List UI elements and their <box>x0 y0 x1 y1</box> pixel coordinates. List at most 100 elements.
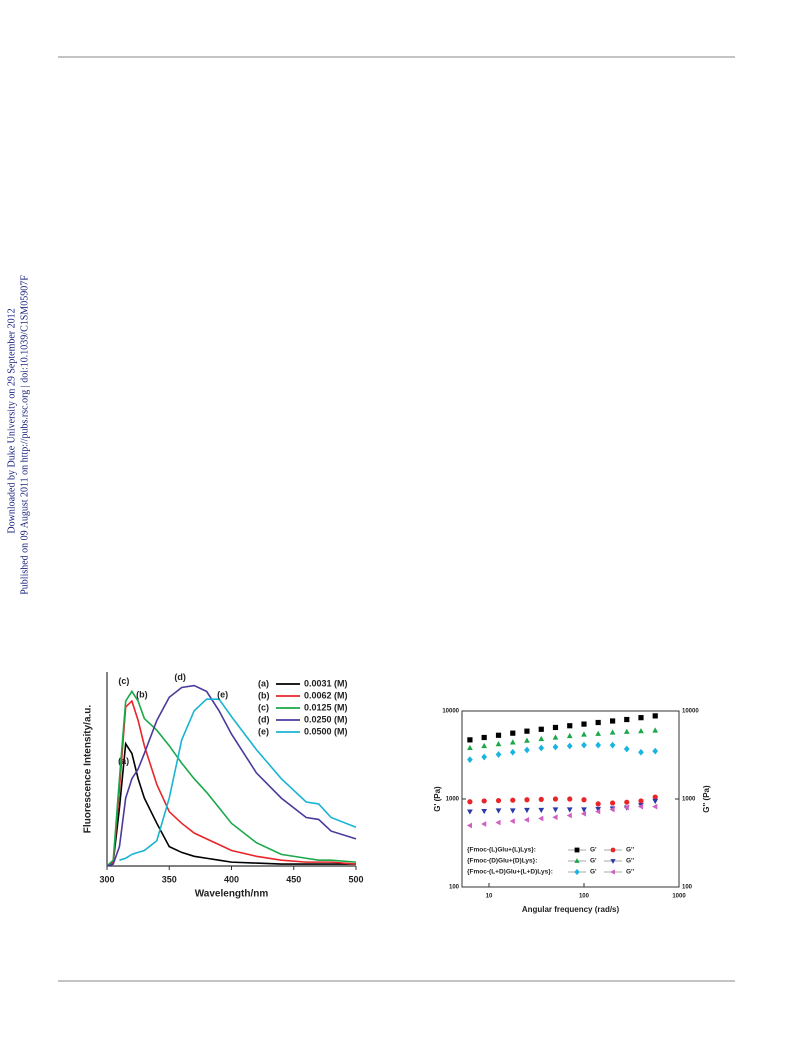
marker <box>566 742 573 750</box>
marker <box>552 724 559 731</box>
legend-group: {Fmoc-(L+D)Glu+(L+D)Lys}: <box>467 869 553 876</box>
marker <box>624 716 630 723</box>
marker <box>495 741 502 747</box>
y2-tick-label: 100 <box>682 885 693 891</box>
marker <box>510 730 516 736</box>
marker <box>495 797 502 804</box>
marker <box>538 735 545 742</box>
marker <box>524 797 530 803</box>
marker <box>552 734 559 740</box>
marker <box>581 731 587 737</box>
marker <box>581 741 587 749</box>
legend-label: G'' <box>626 869 635 876</box>
marker <box>481 821 487 827</box>
legend-label: 0.0125 (M) <box>304 702 348 712</box>
marker <box>467 737 473 743</box>
curve-label: (b) <box>136 689 148 699</box>
x-tick-label: 100 <box>579 894 590 900</box>
marker <box>624 799 630 805</box>
marker <box>524 737 530 743</box>
marker <box>567 723 573 729</box>
curve-label: (e) <box>217 690 228 700</box>
marker <box>652 727 659 733</box>
watermark: Published on 09 August 2011 on http://pu… <box>19 275 30 595</box>
marker <box>524 728 530 734</box>
y2-axis-label: G'' (Pa) <box>702 785 711 813</box>
x-axis-label: Angular frequency (rad/s) <box>522 905 620 914</box>
marker <box>481 753 488 761</box>
legend-key: (d) <box>258 714 270 724</box>
series-line <box>106 741 356 867</box>
legend-label: G'' <box>626 858 635 865</box>
marker <box>467 744 473 751</box>
marker <box>523 816 530 823</box>
marker <box>467 809 473 815</box>
marker <box>652 794 658 800</box>
x-tick-label: 450 <box>286 874 301 884</box>
marker <box>581 807 587 813</box>
legend-key: (e) <box>258 726 269 736</box>
marker <box>595 806 602 813</box>
marker <box>595 730 602 736</box>
marker <box>610 859 616 864</box>
series-line <box>106 699 357 867</box>
marker <box>481 742 488 749</box>
marker <box>467 756 473 764</box>
marker <box>652 803 658 810</box>
marker <box>538 815 544 822</box>
marker <box>509 818 515 825</box>
y-axis-label: G' (Pa) <box>433 786 442 812</box>
marker <box>637 803 644 810</box>
marker <box>466 822 472 829</box>
marker <box>481 808 488 815</box>
marker <box>595 741 602 749</box>
curve-label: (a) <box>118 756 129 766</box>
marker <box>552 807 559 813</box>
x-tick-label: 400 <box>224 874 239 884</box>
marker <box>581 797 587 803</box>
marker <box>574 847 580 853</box>
marker <box>623 745 630 753</box>
marker <box>580 810 587 817</box>
marker <box>652 798 659 805</box>
legend-key: (b) <box>258 690 270 700</box>
series-line <box>106 689 357 867</box>
legend-label: 0.0031 (M) <box>304 678 348 688</box>
x-axis-label: Wavelength/nm <box>195 889 269 900</box>
marker <box>538 796 544 802</box>
legend-label: G' <box>590 869 597 876</box>
y2-tick-label: 1000 <box>682 797 696 803</box>
y-tick-label: 100 <box>449 885 460 891</box>
marker <box>609 741 616 749</box>
marker <box>467 799 473 805</box>
x-tick-label: 300 <box>99 874 114 884</box>
watermark: Downloaded by Duke University on 29 Sept… <box>6 308 17 533</box>
marker <box>509 808 516 814</box>
y-axis-label: Fluorescence Intensity/a.u. <box>83 705 94 834</box>
marker <box>623 804 629 811</box>
marker <box>652 747 659 755</box>
marker <box>610 869 615 875</box>
curve-label: (d) <box>174 672 186 682</box>
marker <box>509 748 516 756</box>
marker <box>574 868 580 876</box>
marker <box>595 719 601 726</box>
marker <box>595 801 601 807</box>
legend-label: G' <box>590 858 597 865</box>
marker <box>609 729 616 735</box>
marker <box>481 798 487 804</box>
marker <box>538 807 545 814</box>
marker <box>623 728 630 734</box>
marker <box>609 800 616 806</box>
legend-key: (c) <box>258 702 269 712</box>
legend-key: (a) <box>258 678 269 688</box>
legend-group: {Fmoc-(L)Glu+(L)Lys}: <box>467 847 536 854</box>
marker <box>638 715 644 721</box>
y-tick-label: 10000 <box>442 709 459 715</box>
legend-label: G' <box>590 847 597 854</box>
marker <box>609 718 616 724</box>
legend-label: 0.0500 (M) <box>304 726 348 736</box>
marker <box>495 732 502 738</box>
series-line <box>119 698 357 861</box>
